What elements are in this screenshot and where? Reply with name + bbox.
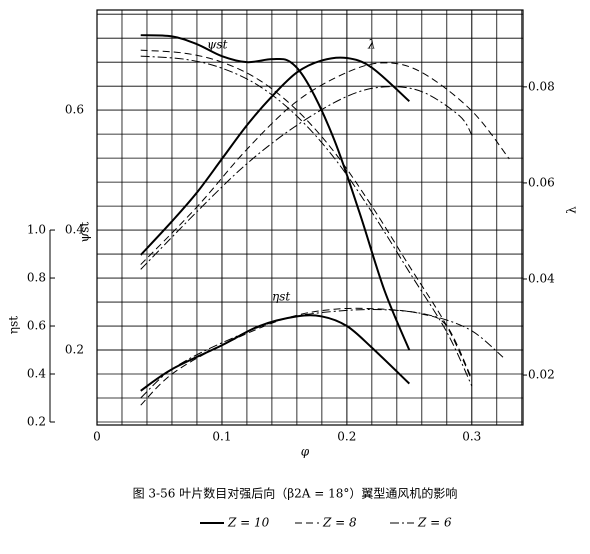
y3-tick-label: 0.2 [27, 415, 46, 429]
y3-tick-label: 0.8 [27, 271, 46, 285]
curve [139, 56, 410, 256]
y3-tick-label: 0.4 [27, 367, 46, 381]
curve [140, 309, 504, 399]
legend-label: Z = 10 [227, 516, 270, 530]
y-tick-label: 0.4 [65, 223, 84, 237]
y3-tick-label: 1.0 [27, 223, 46, 237]
y3-tick-label: 0.6 [27, 319, 46, 333]
x-axis-label: φ [301, 445, 310, 459]
x-tick-label: 0 [93, 430, 101, 444]
y-axis-label: ψst [78, 222, 92, 243]
y2-tick-label: 0.04 [528, 271, 555, 285]
curve [140, 314, 411, 392]
y2-tick-label: 0.02 [528, 368, 555, 382]
curve [140, 86, 473, 270]
curve [140, 307, 473, 406]
y2-axis-label: λ [565, 206, 579, 214]
legend-label: Z = 8 [322, 516, 357, 530]
y-tick-label: 0.6 [65, 103, 84, 117]
y-tick-label: 0.2 [65, 343, 84, 357]
x-tick-label: 0.3 [462, 430, 481, 444]
curve [140, 34, 411, 351]
curve-label: λ [367, 38, 376, 52]
curve [140, 55, 473, 387]
curve [140, 49, 473, 381]
x-tick-label: 0.2 [337, 430, 356, 444]
y2-tick-label: 0.06 [528, 175, 555, 189]
curve-label: ηst [272, 290, 290, 304]
plot-frame [96, 9, 524, 426]
caption: 图 3-56 叶片数目对强后向（β2A = 18°）翼型通风机的影响 [133, 486, 458, 501]
y2-tick-label: 0.08 [528, 79, 555, 93]
legend-label: Z = 6 [417, 516, 452, 530]
curve [140, 62, 510, 265]
x-tick-label: 0.1 [212, 430, 231, 444]
y3-axis-label: ηst [7, 316, 21, 334]
curve-label: ψst [207, 38, 228, 52]
